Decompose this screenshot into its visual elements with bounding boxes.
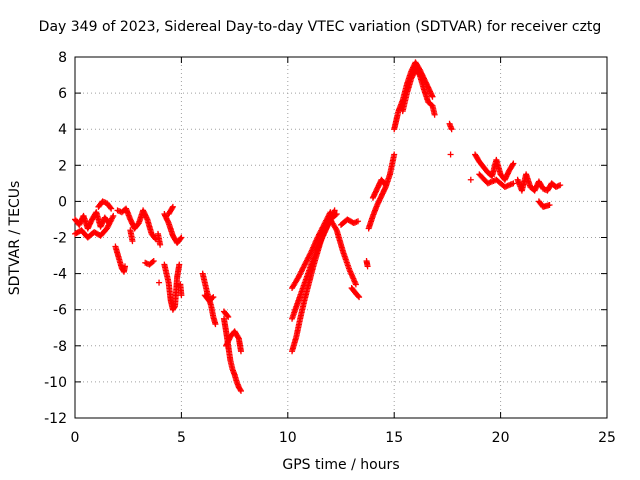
data-point <box>331 207 338 214</box>
data-point <box>122 263 129 270</box>
y-tick-label: 2 <box>58 158 67 174</box>
data-point <box>150 257 157 264</box>
data-point <box>110 212 117 219</box>
y-tick-label: 4 <box>58 122 67 138</box>
data-point <box>178 234 185 241</box>
x-tick-label: 5 <box>177 430 186 446</box>
data-point <box>352 281 359 288</box>
data-point <box>212 321 219 328</box>
data-point <box>157 241 164 248</box>
data-point <box>224 312 231 319</box>
y-tick-label: 8 <box>58 50 67 66</box>
data-point <box>176 261 183 268</box>
x-tick-label: 10 <box>279 430 297 446</box>
data-point <box>333 211 340 218</box>
data-points <box>72 59 564 394</box>
data-point <box>510 180 517 187</box>
data-point <box>129 238 136 245</box>
x-tick-label: 20 <box>492 430 510 446</box>
y-tick-label: -2 <box>53 231 67 247</box>
data-point <box>209 294 216 301</box>
data-point <box>156 279 163 286</box>
y-tick-label: 6 <box>58 86 67 102</box>
data-point <box>546 202 553 209</box>
y-tick-label: 0 <box>58 194 67 210</box>
x-tick-label: 15 <box>385 430 403 446</box>
x-tick-label: 25 <box>598 430 616 446</box>
data-point <box>391 151 398 158</box>
data-point <box>169 203 176 210</box>
data-point <box>108 205 115 212</box>
data-point <box>429 93 436 100</box>
x-tick-label: 0 <box>71 430 80 446</box>
y-tick-label: -4 <box>53 267 67 283</box>
y-tick-label: -10 <box>44 375 67 391</box>
y-tick-label: -12 <box>44 411 67 427</box>
data-point <box>382 182 389 189</box>
data-point <box>510 160 517 167</box>
data-point <box>557 182 564 189</box>
axis-ticks: -12 -10 -8 -6 -4 -2 0 2 4 6 8 0 5 10 15 20 25 <box>44 50 616 446</box>
data-point <box>149 258 156 265</box>
data-point <box>225 313 232 320</box>
data-point <box>356 294 363 301</box>
data-point <box>177 235 184 242</box>
chart-title: Day 349 of 2023, Sidereal Day-to-day VTE… <box>38 19 602 35</box>
data-point <box>467 176 474 183</box>
y-tick-label: -6 <box>53 303 67 319</box>
data-point <box>355 293 362 300</box>
data-point <box>237 386 244 393</box>
x-axis-label: GPS time / hours <box>282 457 400 473</box>
data-point <box>171 304 178 311</box>
data-point <box>448 126 455 133</box>
data-point <box>381 181 388 188</box>
data-point <box>178 292 185 299</box>
data-point <box>332 211 339 218</box>
data-point <box>364 263 371 270</box>
data-point <box>447 151 454 158</box>
data-point <box>431 111 438 118</box>
data-point <box>210 294 217 301</box>
data-point <box>355 218 362 225</box>
data-point <box>237 348 244 355</box>
y-tick-label: -8 <box>53 339 67 355</box>
data-point <box>107 204 114 211</box>
data-point <box>327 209 334 216</box>
data-point <box>237 387 244 394</box>
data-point <box>169 205 176 212</box>
data-point <box>509 161 516 168</box>
